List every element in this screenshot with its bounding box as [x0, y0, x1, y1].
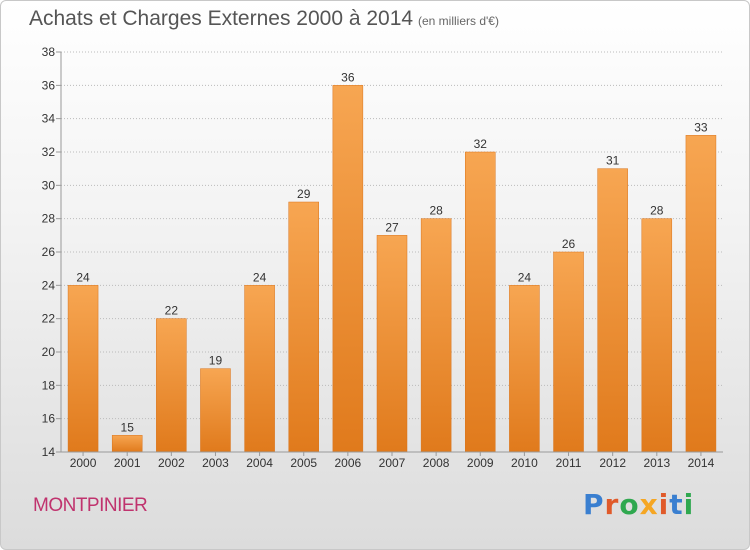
- data-label: 19: [209, 354, 223, 368]
- data-label: 32: [474, 137, 488, 151]
- x-tick-label: 2011: [556, 456, 582, 470]
- data-label: 24: [518, 270, 532, 284]
- y-tick-label: 26: [42, 245, 56, 259]
- chart-unit: (en milliers d'€): [418, 14, 499, 28]
- data-label: 15: [121, 420, 135, 434]
- x-tick-label: 2007: [379, 456, 406, 470]
- y-tick-label: 32: [42, 145, 56, 159]
- bar: [509, 285, 540, 453]
- logo-letter: t: [669, 488, 684, 521]
- y-tick-label: 30: [42, 178, 56, 192]
- bar: [288, 201, 319, 453]
- x-tick-label: 2004: [246, 456, 273, 470]
- data-label: 29: [297, 187, 311, 201]
- data-label: 26: [562, 237, 576, 251]
- y-tick-label: 36: [42, 78, 56, 92]
- y-tick-label: 18: [42, 378, 56, 392]
- y-tick-label: 34: [42, 112, 56, 126]
- logo-letter: r: [604, 488, 620, 521]
- bar: [465, 151, 496, 453]
- y-tick-label: 28: [42, 212, 56, 226]
- data-label: 28: [429, 204, 443, 218]
- bar: [200, 368, 231, 453]
- x-tick-label: 2006: [335, 456, 362, 470]
- proxiti-logo: Proxiti: [583, 488, 694, 521]
- y-tick-label: 16: [42, 412, 56, 426]
- x-tick-label: 2014: [688, 456, 715, 470]
- bar: [641, 218, 673, 453]
- bar: [332, 85, 364, 453]
- bar: [111, 435, 143, 453]
- data-label: 22: [165, 304, 179, 318]
- x-tick-label: 2001: [114, 456, 141, 470]
- data-label: 24: [76, 270, 90, 284]
- logo-letter: i: [683, 488, 695, 521]
- bar: [597, 168, 628, 453]
- y-tick-label: 38: [42, 45, 56, 59]
- logo-letter: x: [639, 488, 659, 521]
- bar: [420, 218, 452, 453]
- bar: [244, 285, 275, 453]
- data-label: 36: [341, 70, 355, 84]
- bar: [685, 135, 717, 453]
- x-tick-label: 2009: [467, 456, 494, 470]
- logo-letter: P: [583, 488, 605, 521]
- logo-letter: i: [658, 488, 670, 521]
- y-tick-label: 22: [42, 312, 56, 326]
- y-tick-label: 24: [42, 278, 56, 292]
- data-label: 33: [694, 120, 708, 134]
- y-tick-label: 14: [42, 445, 56, 459]
- x-tick-label: 2013: [643, 456, 670, 470]
- x-tick-label: 2000: [70, 456, 97, 470]
- logo-letter: o: [619, 488, 640, 521]
- x-tick-label: 2005: [290, 456, 317, 470]
- data-label: 31: [606, 154, 620, 168]
- data-label: 28: [650, 204, 664, 218]
- bar: [156, 318, 187, 453]
- town-name: MONTPINIER: [33, 495, 148, 516]
- bar: [67, 285, 99, 453]
- x-tick-label: 2003: [202, 456, 229, 470]
- y-tick-label: 20: [42, 345, 56, 359]
- bar: [553, 251, 584, 453]
- bar: [376, 235, 408, 453]
- x-tick-label: 2010: [511, 456, 538, 470]
- x-tick-label: 2012: [599, 456, 626, 470]
- data-label: 24: [253, 270, 267, 284]
- data-label: 27: [385, 220, 399, 234]
- x-tick-label: 2002: [158, 456, 185, 470]
- chart-title: Achats et Charges Externes 2000 à 2014: [29, 7, 414, 30]
- x-tick-label: 2008: [423, 456, 450, 470]
